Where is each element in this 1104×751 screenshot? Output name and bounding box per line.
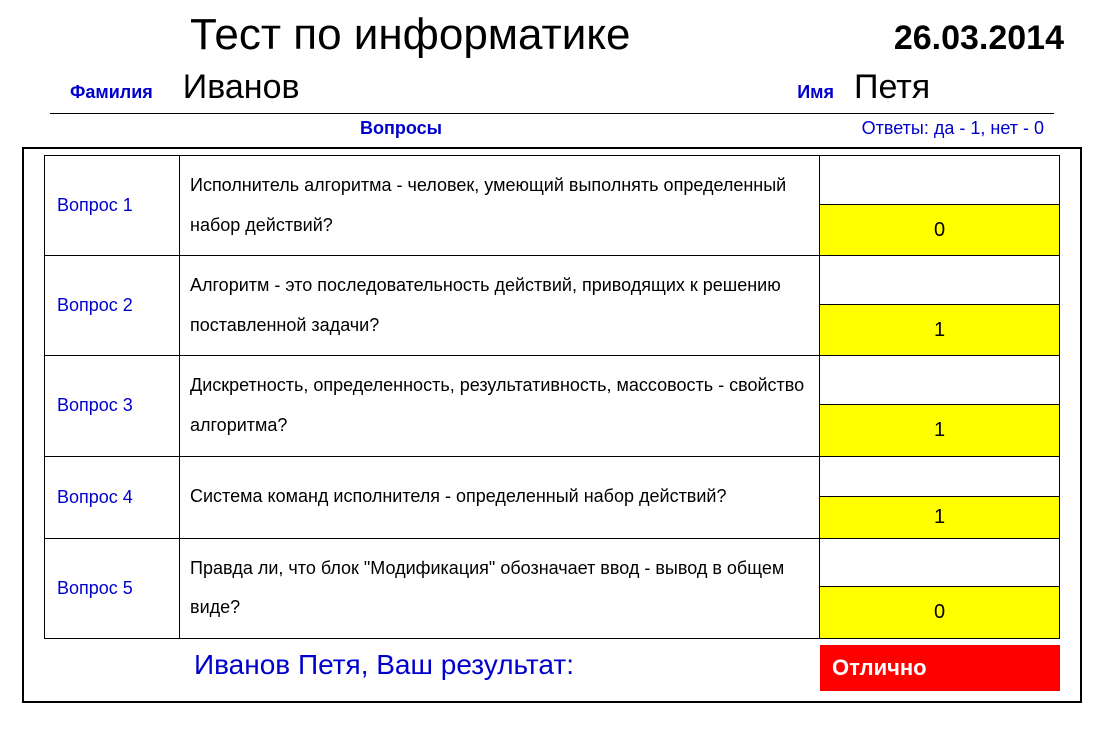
question-number: Вопрос 5 [45,538,180,638]
questions-table: Вопрос 1Исполнитель алгоритма - человек,… [44,155,1060,639]
firstname-value: Петя [854,68,1084,107]
answer-empty-cell [820,256,1060,305]
question-text: Система команд исполнителя - определенны… [180,456,820,538]
table-row: Вопрос 2Алгоритм - это последовательност… [45,256,1060,305]
question-text: Исполнитель алгоритма - человек, умеющий… [180,156,820,256]
test-date: 26.03.2014 [894,19,1064,58]
answer-empty-cell [820,538,1060,587]
result-text: Иванов Петя, Ваш результат: [194,645,574,691]
surname-value: Иванов [183,68,300,107]
question-number: Вопрос 4 [45,456,180,538]
answer-value: 1 [820,305,1060,356]
answer-value: 0 [820,204,1060,255]
question-number: Вопрос 2 [45,256,180,356]
subheader-row: Вопросы Ответы: да - 1, нет - 0 [50,118,1054,139]
name-row: Фамилия Иванов Имя Петя [20,68,1084,107]
answer-empty-cell [820,456,1060,496]
questions-header-label: Вопросы [360,118,442,139]
divider-line [50,113,1054,114]
table-row: Вопрос 1Исполнитель алгоритма - человек,… [45,156,1060,205]
result-grade: Отлично [820,645,1060,691]
answers-header-label: Ответы: да - 1, нет - 0 [862,118,1044,139]
page-title: Тест по информатике [190,10,631,60]
answer-empty-cell [820,156,1060,205]
test-container: Вопрос 1Исполнитель алгоритма - человек,… [22,147,1082,703]
answer-value: 1 [820,496,1060,538]
table-row: Вопрос 3Дискретность, определенность, ре… [45,356,1060,405]
firstname-label: Имя [797,82,834,103]
header-row: Тест по информатике 26.03.2014 [20,10,1084,60]
answer-value: 0 [820,587,1060,638]
question-text: Правда ли, что блок "Модификация" обозна… [180,538,820,638]
question-number: Вопрос 1 [45,156,180,256]
answer-empty-cell [820,356,1060,405]
surname-label: Фамилия [70,82,153,103]
question-text: Алгоритм - это последовательность действ… [180,256,820,356]
table-row: Вопрос 4Система команд исполнителя - опр… [45,456,1060,496]
answer-value: 1 [820,405,1060,456]
question-text: Дискретность, определенность, результати… [180,356,820,456]
question-number: Вопрос 3 [45,356,180,456]
table-row: Вопрос 5Правда ли, что блок "Модификация… [45,538,1060,587]
result-row: Иванов Петя, Ваш результат: Отлично [44,645,1060,691]
